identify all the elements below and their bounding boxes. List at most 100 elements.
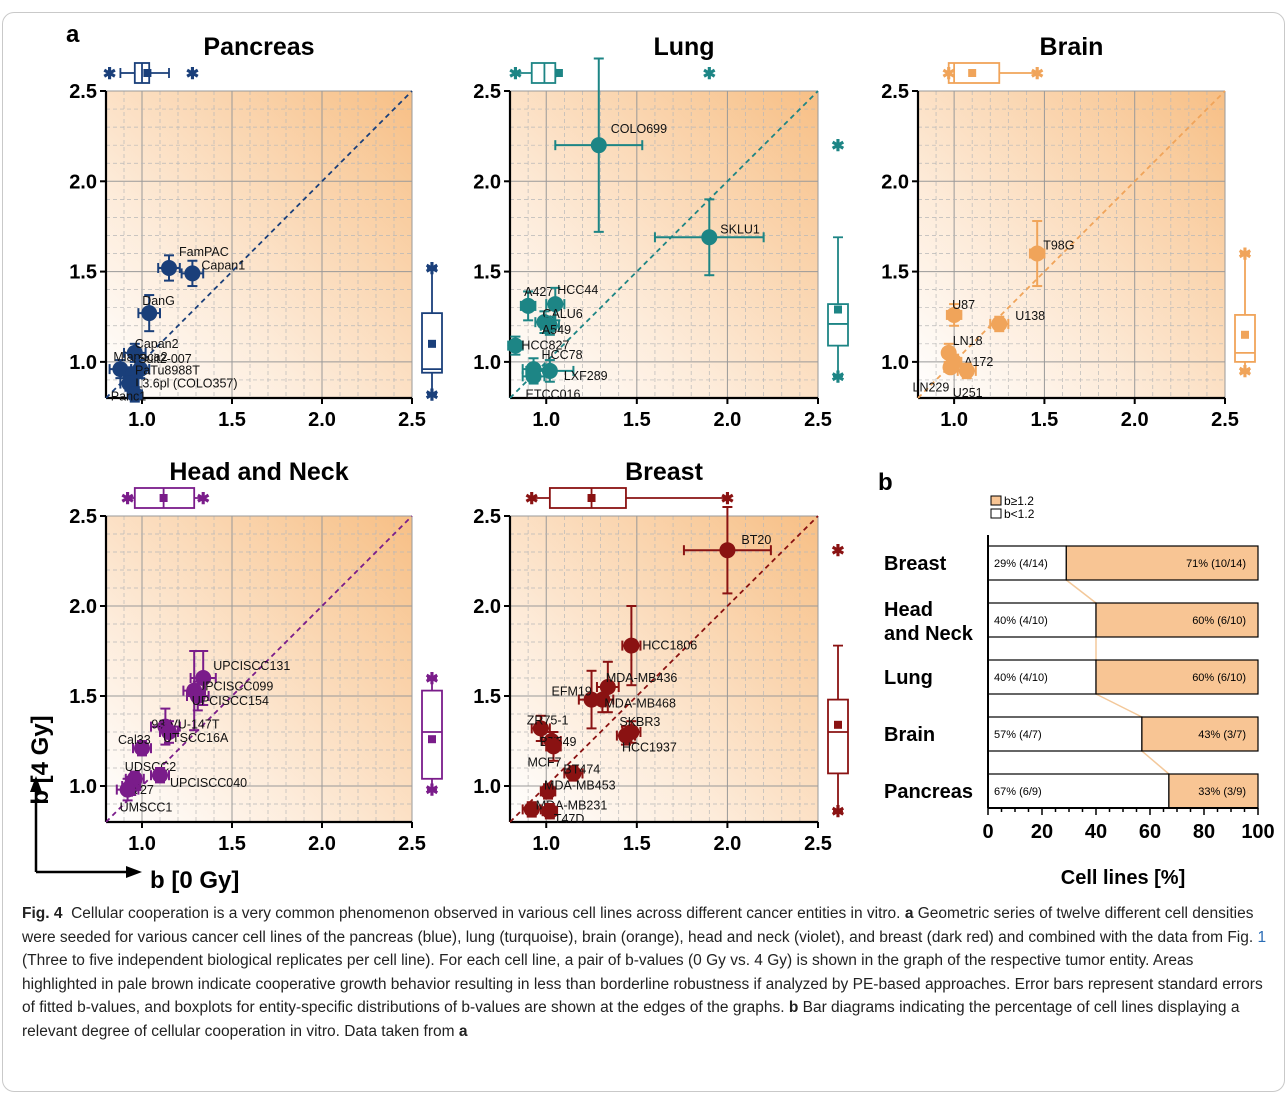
point-a549: A549: [539, 315, 571, 337]
x-tick-label: 1.5: [623, 833, 651, 855]
chart-title-head-and-neck: Head and Neck: [169, 458, 348, 486]
bar-b-lt-1-2: [987, 773, 1170, 809]
bar-label-b-lt-1-2: 67% (6/9): [994, 786, 1042, 798]
mean-marker: [143, 69, 152, 77]
legend-swatch-b-ge-1-2: [990, 495, 1002, 506]
x-tick-label: 1.5: [623, 409, 651, 431]
point-label: BT474: [563, 762, 600, 776]
data-point: [141, 305, 158, 322]
mean-marker: [554, 69, 563, 77]
boxplot-y-brain: ✱✱: [1234, 247, 1256, 381]
caption-a-letter: a: [904, 905, 914, 922]
data-point: [946, 306, 963, 323]
point-etcc016: ETCC016: [521, 368, 581, 401]
point-label: ZR75-1: [527, 713, 569, 727]
outlier-marker: ✱: [721, 491, 734, 508]
x-tick-label: 2.5: [804, 409, 832, 431]
caption-b-letter: b: [788, 999, 799, 1017]
y-tick-label: 1.0: [473, 776, 501, 798]
bar-label-b-ge-1-2: 60% (6/10): [1192, 672, 1246, 684]
figure-caption: Fig. 4 Cellular cooperation is a very co…: [22, 902, 1272, 1044]
x-tick-label: 2.0: [308, 409, 336, 431]
connector-line: [1141, 750, 1170, 775]
point-ln18: LN18: [940, 334, 983, 363]
x-tick-label: 1.5: [1031, 409, 1059, 431]
point-hcc44: HCC44: [545, 283, 598, 322]
point-l3-6pl-colo357: L3.6pl (COLO357): [119, 375, 238, 392]
boxplot-y-breast: ✱✱: [827, 543, 849, 821]
bar-label-b-ge-1-2: 71% (10/14): [1186, 558, 1246, 570]
outlier-marker: ✱: [509, 66, 522, 83]
point-panc1: Panc1: [111, 386, 146, 403]
scatter-panel-breast: 1.0 1.5 2.0 2.5 1.0 1.5 2.0 2.5 Breast BT20 HCC180…: [473, 458, 849, 855]
point-label: Capan2: [135, 337, 179, 351]
y-tick-label: 1.5: [473, 686, 501, 708]
boxplot-x-lung: ✱ ✱: [509, 62, 716, 84]
data-point: [545, 738, 562, 755]
scatter-panel-head-and-neck: 1.0 1.5 2.0 2.5 1.0 1.5 2.0 2.5 Head and Neck UPC…: [69, 458, 443, 855]
caption-fig-ref-link[interactable]: 1: [1257, 928, 1267, 946]
point-upciscc154: UPCISCC154: [186, 680, 269, 712]
point-label: A427: [524, 285, 553, 299]
data-point: [152, 767, 168, 784]
boxplot-y-pancreas: ✱✱: [421, 261, 443, 404]
mean-marker: [428, 339, 436, 348]
connector-line: [1095, 693, 1143, 718]
panel-a-letter: a: [66, 21, 80, 48]
y-tick-label: 2.5: [69, 81, 97, 103]
y-tick-label: 2.0: [473, 596, 501, 618]
panel-b-letter: b: [878, 469, 893, 496]
bar-row-pancreas: 67% (6/9) 33% (3/9) Pancreas: [884, 773, 1259, 809]
data-point: [958, 362, 975, 379]
identity-line-lung: [509, 90, 819, 399]
outlier-marker: ✱: [831, 369, 844, 386]
point-label: A549: [542, 323, 571, 337]
point-colo699: COLO699: [554, 57, 667, 233]
category-label: and Neck: [884, 623, 974, 645]
mean-marker: [834, 720, 842, 729]
bar-b-ge-1-2: [1095, 602, 1259, 638]
bar-b-lt-1-2: [987, 545, 1067, 581]
data-point: [507, 337, 524, 354]
data-point: [942, 359, 959, 376]
outlier-marker: ✱: [425, 671, 438, 688]
data-point: [541, 317, 558, 334]
y-tick-label: 2.5: [473, 506, 501, 528]
y-tick-label: 1.0: [473, 352, 501, 374]
figure-frame: [2, 12, 1285, 1092]
y-tick-label: 1.5: [881, 262, 909, 284]
point-label: UPCISCC099: [196, 680, 273, 694]
x-tick-label: 1.0: [940, 409, 968, 431]
bar-label-b-lt-1-2: 29% (4/14): [994, 558, 1048, 570]
x-tick-label: 2.0: [714, 409, 742, 431]
outlier-marker: ✱: [425, 783, 438, 800]
data-point: [541, 803, 558, 820]
caption-a-letter-end: a: [458, 1022, 468, 1040]
bar-label-b-ge-1-2: 33% (3/9): [1198, 786, 1246, 798]
point-label: LXF289: [564, 369, 608, 383]
point-label: Capan1: [201, 258, 245, 272]
x-axis-arrowhead: [126, 866, 142, 878]
bar-x-tick-label: 0: [982, 821, 993, 843]
chart-title-lung: Lung: [653, 33, 714, 61]
point-mcf7: MCF7: [527, 731, 562, 769]
box: [421, 689, 443, 780]
data-point: [520, 297, 537, 314]
point-capan1: Capan1: [180, 258, 245, 288]
mean-marker: [968, 69, 977, 77]
caption-sentence-0: Cellular cooperation is a very common ph…: [71, 905, 901, 922]
point-label: U138: [1015, 309, 1045, 323]
point-label: MDA-MB453: [544, 778, 616, 792]
point-label: ETCC016: [526, 387, 581, 401]
x-tick-label: 1.0: [128, 409, 156, 431]
mean-marker: [587, 494, 596, 502]
caption-sentence-1: Geometric series of twelve different cel…: [22, 905, 1254, 946]
scatter-panel-lung: 1.0 1.5 2.0 2.5 1.0 1.5 2.0 2.5 Lung COLO699 SKLU1…: [473, 33, 849, 431]
outlier-marker: ✱: [703, 66, 716, 83]
point-mda-mb468: MDA-MB468: [590, 686, 676, 714]
outlier-marker: ✱: [121, 491, 134, 508]
y-tick-label: 1.5: [69, 262, 97, 284]
y-tick-label: 1.0: [69, 352, 97, 374]
connector-line: [1065, 579, 1097, 604]
outlier-marker: ✱: [831, 804, 844, 821]
